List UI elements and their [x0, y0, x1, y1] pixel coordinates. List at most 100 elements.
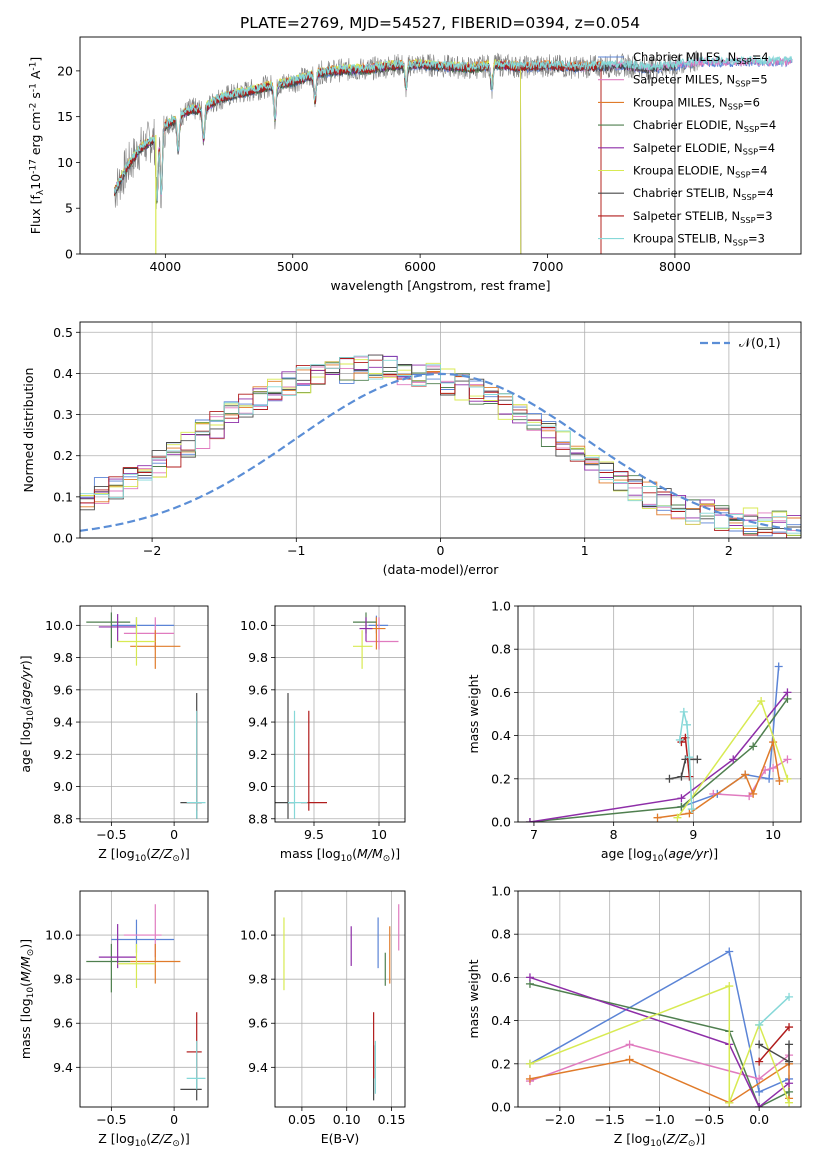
x-tick-label: 0.05 — [288, 1112, 316, 1127]
legend-label: Salpeter STELIB, NSSP=3 — [633, 209, 773, 225]
y-tick-label: 0.4 — [53, 366, 73, 381]
marker-salpeter_elodie — [677, 794, 686, 803]
marker-salpeter_stelib — [685, 772, 694, 781]
y-tick-label: 9.0 — [248, 779, 268, 794]
axes-mass_vs_ebv: 0.05 0.10 0.15 9.4 9.6 9.8 10.0 E(B-V) — [240, 890, 406, 1146]
y-tick-label: 9.6 — [53, 1016, 73, 1031]
y-tick-label: 0.3 — [53, 407, 73, 422]
marker-kroupa_elodie — [757, 697, 766, 706]
series-kroupa_miles — [657, 739, 781, 819]
x-axis-label: age [log10(age/yr)] — [601, 846, 718, 864]
x-tick-label: 6000 — [404, 259, 436, 274]
y-axis-label: Normed distribution — [21, 368, 36, 493]
marker-kroupa_miles — [741, 770, 750, 779]
y-tick-label: 9.2 — [248, 747, 268, 762]
plot-area-residuals — [80, 354, 801, 538]
x-tick-label: 0.0 — [749, 1112, 769, 1127]
y-tick-label: 8.8 — [248, 811, 268, 826]
y-tick-label: 0.1 — [53, 489, 73, 504]
marker-chabrier_stelib — [693, 755, 702, 764]
x-tick-label: 2 — [725, 543, 733, 558]
series-chabrier_elodie — [529, 698, 789, 822]
plot-area-mass_weight_vs_z — [525, 947, 794, 1107]
x-tick-label: −2.0 — [545, 1112, 575, 1127]
x-axis-label: Z [log10(Z/Z⊙)] — [614, 1131, 705, 1149]
plot-area-mass_weight_vs_age — [525, 662, 792, 822]
histogram-kroupa_miles — [80, 364, 801, 534]
spectrum-model-kroupa_elodie — [113, 58, 522, 254]
plot-area-age_vs_z — [86, 612, 206, 819]
marker-salpeter_miles — [783, 755, 792, 764]
spectrum-model-chabrier_elodie — [113, 60, 522, 254]
marker-kroupa_elodie — [725, 1098, 734, 1107]
marker-salpeter_miles — [625, 1040, 634, 1049]
y-tick-label: 9.8 — [53, 972, 73, 987]
axes-mass_vs_z: −0.5 0 9.4 9.6 9.8 10.0 Z [log10(Z/Z⊙)] mass [l… — [18, 890, 209, 1149]
y-axis-label: mass weight — [466, 674, 481, 753]
marker-chabrier_elodie — [785, 1087, 794, 1096]
marker-chabrier_elodie — [749, 742, 758, 751]
series-salpeter_stelib — [758, 1026, 790, 1063]
x-tick-label: −0.5 — [96, 827, 126, 842]
axes-residuals: −2 −1 0 1 2 0.0 0.1 0.2 0.3 0.4 0.5 (data-model)/er… — [21, 321, 802, 577]
y-tick-label: 0.2 — [491, 771, 511, 786]
marker-kroupa_stelib — [679, 707, 688, 716]
marker-kroupa_miles — [749, 789, 758, 798]
y-tick-label: 0.2 — [491, 1056, 511, 1071]
y-tick-label: 0.5 — [53, 325, 73, 340]
marker-chabrier_stelib — [785, 1040, 794, 1049]
y-tick-label: 0.0 — [491, 1100, 511, 1115]
x-axis-label: (data-model)/error — [383, 562, 500, 577]
marker-chabrier_stelib — [755, 1040, 764, 1049]
histogram-salpeter_elodie — [80, 355, 801, 526]
y-tick-label: 0 — [65, 247, 73, 262]
histogram-salpeter_miles — [80, 354, 801, 531]
y-tick-label: 9.4 — [53, 715, 73, 730]
y-tick-label: 10.0 — [45, 928, 73, 943]
x-tick-label: 1 — [581, 543, 589, 558]
y-tick-label: 9.6 — [248, 1016, 268, 1031]
legend-label: Kroupa MILES, NSSP=6 — [633, 95, 760, 111]
y-tick-label: 10.0 — [240, 928, 268, 943]
axes-mass_weight_vs_age: 7 8 9 10 0.0 0.2 0.4 0.6 0.8 1.0 age [log10(age/yr… — [466, 599, 802, 864]
x-tick-label: 8000 — [659, 259, 691, 274]
marker-salpeter_stelib — [785, 1023, 794, 1032]
x-axis-label: Z [log10(Z/Z⊙)] — [98, 846, 189, 864]
marker-chabrier_stelib — [677, 772, 686, 781]
marker-salpeter_elodie — [525, 973, 534, 982]
marker-kroupa_elodie — [725, 982, 734, 991]
marker-kroupa_stelib — [675, 735, 684, 744]
axes-age_vs_z: −0.5 0 8.8 9.0 9.2 9.4 9.6 9.8 10.0 Z [log10(Z/Z⊙… — [18, 605, 209, 864]
x-axis-label: E(B-V) — [321, 1131, 360, 1146]
legend-spectrum: Chabrier MILES, NSSP=4 Salpeter MILES, NS… — [598, 50, 776, 247]
y-axis-label: mass [log10(M/M⊙)] — [18, 939, 36, 1059]
x-tick-label: 0 — [170, 827, 178, 842]
legend-label: Salpeter ELODIE, NSSP=4 — [633, 141, 775, 157]
series-chabrier_elodie — [529, 983, 790, 1107]
series-salpeter_miles — [529, 1043, 790, 1082]
spectrum-model-kroupa_stelib — [113, 55, 793, 201]
marker-kroupa_stelib — [785, 992, 794, 1001]
axes-mass_weight_vs_z: −2.0 −1.5 −1.0 −0.5 0.0 0.0 0.2 0.4 0.6 0.8 1.0 Z [… — [466, 884, 802, 1149]
axes-frame — [274, 890, 406, 1108]
series-salpeter_elodie — [529, 976, 790, 1107]
axes-frame — [79, 36, 802, 255]
marker-kroupa_miles — [775, 776, 784, 785]
marker-chabrier_miles — [755, 1087, 764, 1096]
plot-area-mass_vs_z — [86, 904, 206, 1101]
x-tick-label: 10 — [371, 827, 387, 842]
y-tick-label: 9.2 — [53, 747, 73, 762]
marker-kroupa_elodie — [525, 1059, 534, 1068]
marker-kroupa_miles — [625, 1055, 634, 1064]
y-tick-label: 20 — [57, 63, 73, 78]
marker-chabrier_miles — [765, 774, 774, 783]
axes-spectrum: 4000 5000 6000 7000 8000 0 5 10 15 20 wavelength [… — [28, 36, 802, 293]
x-tick-label: 8 — [610, 827, 618, 842]
marker-kroupa_miles — [525, 1074, 534, 1083]
y-tick-label: 0.6 — [491, 970, 511, 985]
legend-label: Chabrier ELODIE, NSSP=4 — [633, 118, 776, 134]
y-tick-label: 10.0 — [240, 618, 268, 633]
legend-label: 𝒩(0,1) — [739, 335, 781, 350]
x-tick-label: −1 — [287, 543, 305, 558]
marker-kroupa_stelib — [683, 720, 692, 729]
